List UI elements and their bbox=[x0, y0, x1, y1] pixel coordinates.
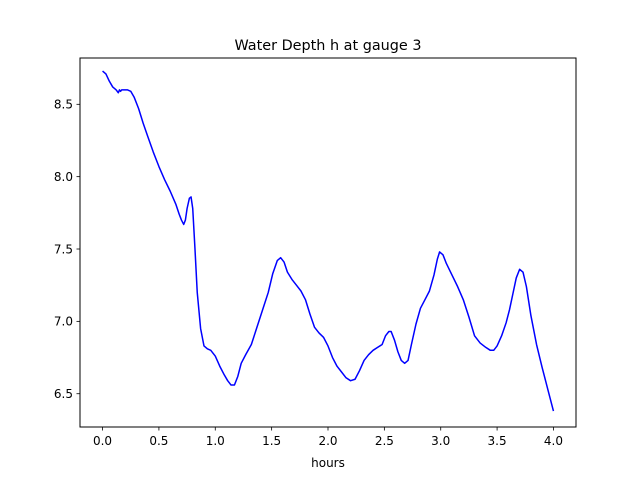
y-tick-label: 7.5 bbox=[54, 242, 73, 256]
x-tick-label: 0.5 bbox=[149, 434, 168, 448]
x-tick-label: 0.0 bbox=[93, 434, 112, 448]
chart-title: Water Depth h at gauge 3 bbox=[234, 38, 421, 54]
y-tick-label: 6.5 bbox=[54, 387, 73, 401]
y-tick-label: 7.0 bbox=[54, 315, 73, 329]
x-axis: 0.0 0.5 1.0 1.5 2.0 2.5 3.0 3.5 4.0 bbox=[93, 427, 563, 448]
axes-frame bbox=[79, 57, 577, 428]
series-line-0 bbox=[102, 70, 555, 412]
y-tick-label: 8.0 bbox=[54, 170, 73, 184]
x-tick-label: 2.5 bbox=[375, 434, 394, 448]
plot-area bbox=[102, 70, 555, 412]
x-tick-label: 1.5 bbox=[262, 434, 281, 448]
x-tick-label: 3.0 bbox=[431, 434, 450, 448]
x-tick-label: 4.0 bbox=[544, 434, 563, 448]
y-axis: 6.5 7.0 7.5 8.0 8.5 bbox=[54, 98, 80, 401]
x-tick-label: 1.0 bbox=[206, 434, 225, 448]
x-tick-label: 3.5 bbox=[488, 434, 507, 448]
x-tick-label: 2.0 bbox=[318, 434, 337, 448]
x-axis-label: hours bbox=[311, 456, 345, 470]
y-tick-label: 8.5 bbox=[54, 98, 73, 112]
